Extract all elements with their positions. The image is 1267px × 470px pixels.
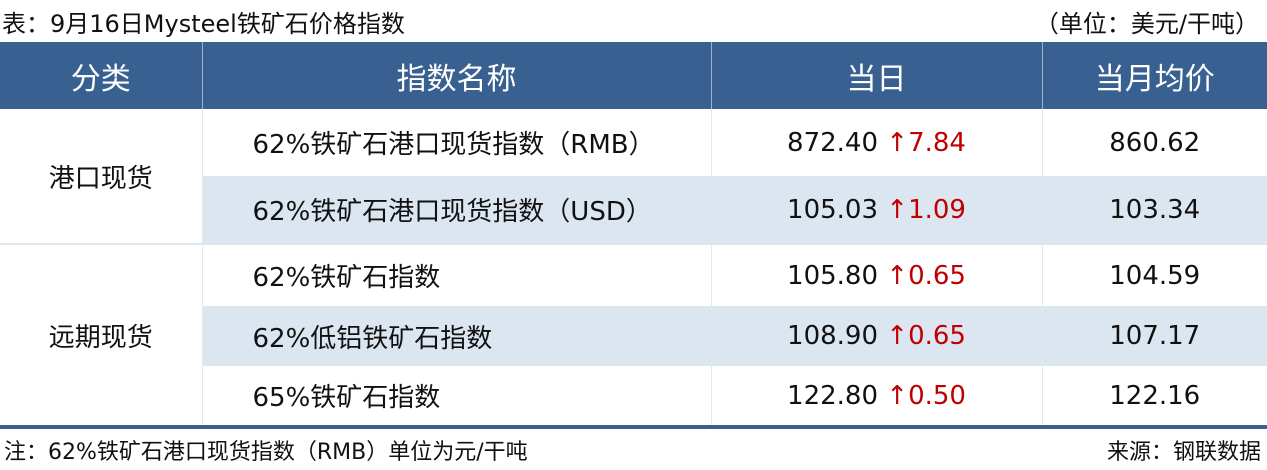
- today-value: 872.40: [787, 127, 879, 158]
- up-arrow-icon: ↑: [886, 321, 909, 351]
- up-arrow-icon: ↑: [886, 127, 909, 158]
- header-monthly-avg: 当月均价: [1042, 42, 1267, 109]
- monthly-avg: 103.34: [1042, 176, 1267, 244]
- index-name: 62%低铝铁矿石指数: [202, 306, 712, 366]
- up-arrow-icon: ↑: [886, 260, 909, 291]
- today-value: 105.03: [787, 194, 879, 225]
- table-row: 港口现货 62%铁矿石港口现货指数（RMB） 872.40 ↑7.84 860.…: [0, 109, 1267, 244]
- monthly-avg: 107.17: [1042, 306, 1267, 366]
- header-row: 分类 指数名称 当日 当月均价: [0, 42, 1267, 109]
- index-name: 62%铁矿石港口现货指数（RMB）: [202, 109, 712, 176]
- category-cell: 港口现货: [0, 109, 203, 244]
- footnote: 注：62%铁矿石港口现货指数（RMB）单位为元/干吨: [4, 440, 528, 465]
- change-value: 7.84: [908, 127, 966, 158]
- header-index-name: 指数名称: [202, 42, 712, 109]
- table-title: 表：9月16日Mysteel铁矿石价格指数: [2, 10, 405, 38]
- today-cell: 105.80 ↑0.65: [711, 243, 1043, 306]
- change-value: 0.65: [908, 321, 966, 351]
- index-name: 62%铁矿石指数: [202, 243, 712, 306]
- up-arrow-icon: ↑: [886, 380, 909, 411]
- up-arrow-icon: ↑: [886, 194, 909, 225]
- index-name: 65%铁矿石指数: [202, 366, 712, 427]
- change-value: 0.50: [908, 380, 966, 411]
- index-name: 62%铁矿石港口现货指数（USD）: [202, 176, 712, 244]
- today-cell: 108.90 ↑0.65: [711, 306, 1043, 366]
- table-row: 远期现货 62%铁矿石指数 105.80 ↑0.65 104.59: [0, 243, 1267, 427]
- monthly-avg: 122.16: [1109, 380, 1201, 411]
- table-row: 65%铁矿石指数 122.80 ↑0.50 122.16: [0, 366, 1267, 427]
- category-cell: 远期现货: [0, 243, 203, 427]
- change-value: 0.65: [908, 260, 966, 291]
- today-cell: 105.03 ↑1.09: [711, 176, 1043, 244]
- monthly-avg: 860.62: [1109, 127, 1201, 158]
- header-category: 分类: [0, 42, 203, 109]
- price-index-table: 分类 指数名称 当日 当月均价 港口现货 62%铁矿石港口现货指数（RMB） 8…: [0, 42, 1267, 429]
- monthly-avg: 104.59: [1042, 243, 1267, 306]
- today-value: 108.90: [787, 321, 879, 351]
- unit-label: （单位：美元/干吨）: [1034, 10, 1259, 38]
- today-cell: 872.40 ↑7.84: [711, 109, 1043, 176]
- today-value: 122.80: [787, 380, 879, 411]
- today-value: 105.80: [787, 260, 879, 291]
- table-row: 62%铁矿石港口现货指数（USD） 105.03 ↑1.09 103.34: [0, 176, 1267, 244]
- header-today: 当日: [711, 42, 1043, 109]
- source-label: 来源：钢联数据: [1106, 440, 1261, 465]
- change-value: 1.09: [908, 194, 966, 225]
- table-row: 62%低铝铁矿石指数 108.90 ↑0.65 107.17: [0, 306, 1267, 366]
- today-cell: 122.80 ↑0.50: [711, 366, 1043, 427]
